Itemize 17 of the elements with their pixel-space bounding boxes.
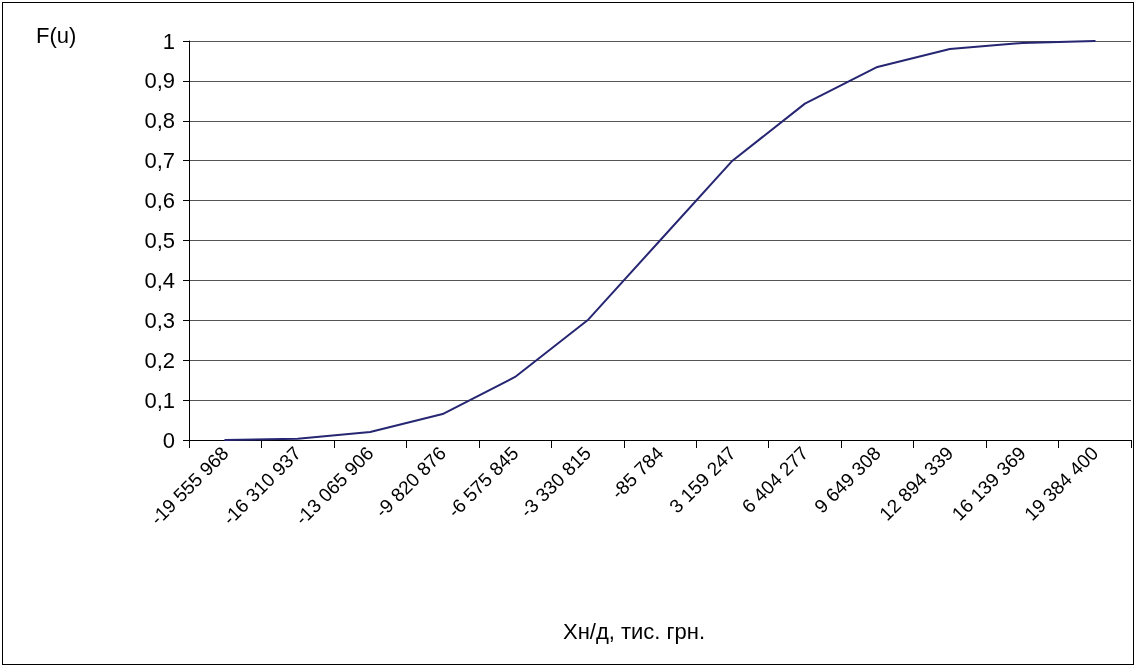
x-axis-title: Хн/д, тис. грн. <box>563 618 706 644</box>
y-tick-label: 0,2 <box>144 347 175 373</box>
y-tick-label: 0,6 <box>144 188 175 214</box>
y-tick-label: 0 <box>162 427 175 453</box>
y-axis-title: F(u) <box>36 22 77 48</box>
y-tick-label: 0,8 <box>144 108 175 134</box>
y-tick-label: 0,4 <box>144 267 175 293</box>
y-tick-label: 1 <box>162 28 175 54</box>
y-tick-label: 0,5 <box>144 228 175 253</box>
y-tick-label: 0,1 <box>144 387 175 413</box>
y-tick-label: 0,7 <box>144 148 175 174</box>
line-series <box>224 40 1096 441</box>
x-tick-label: 6 404 277 <box>737 442 813 518</box>
x-tick-label: -85 784 <box>607 442 668 503</box>
x-tick-label: 3 159 247 <box>665 442 740 518</box>
y-tick-label: 0,3 <box>144 307 175 333</box>
y-tick-label: 0,9 <box>144 68 175 94</box>
